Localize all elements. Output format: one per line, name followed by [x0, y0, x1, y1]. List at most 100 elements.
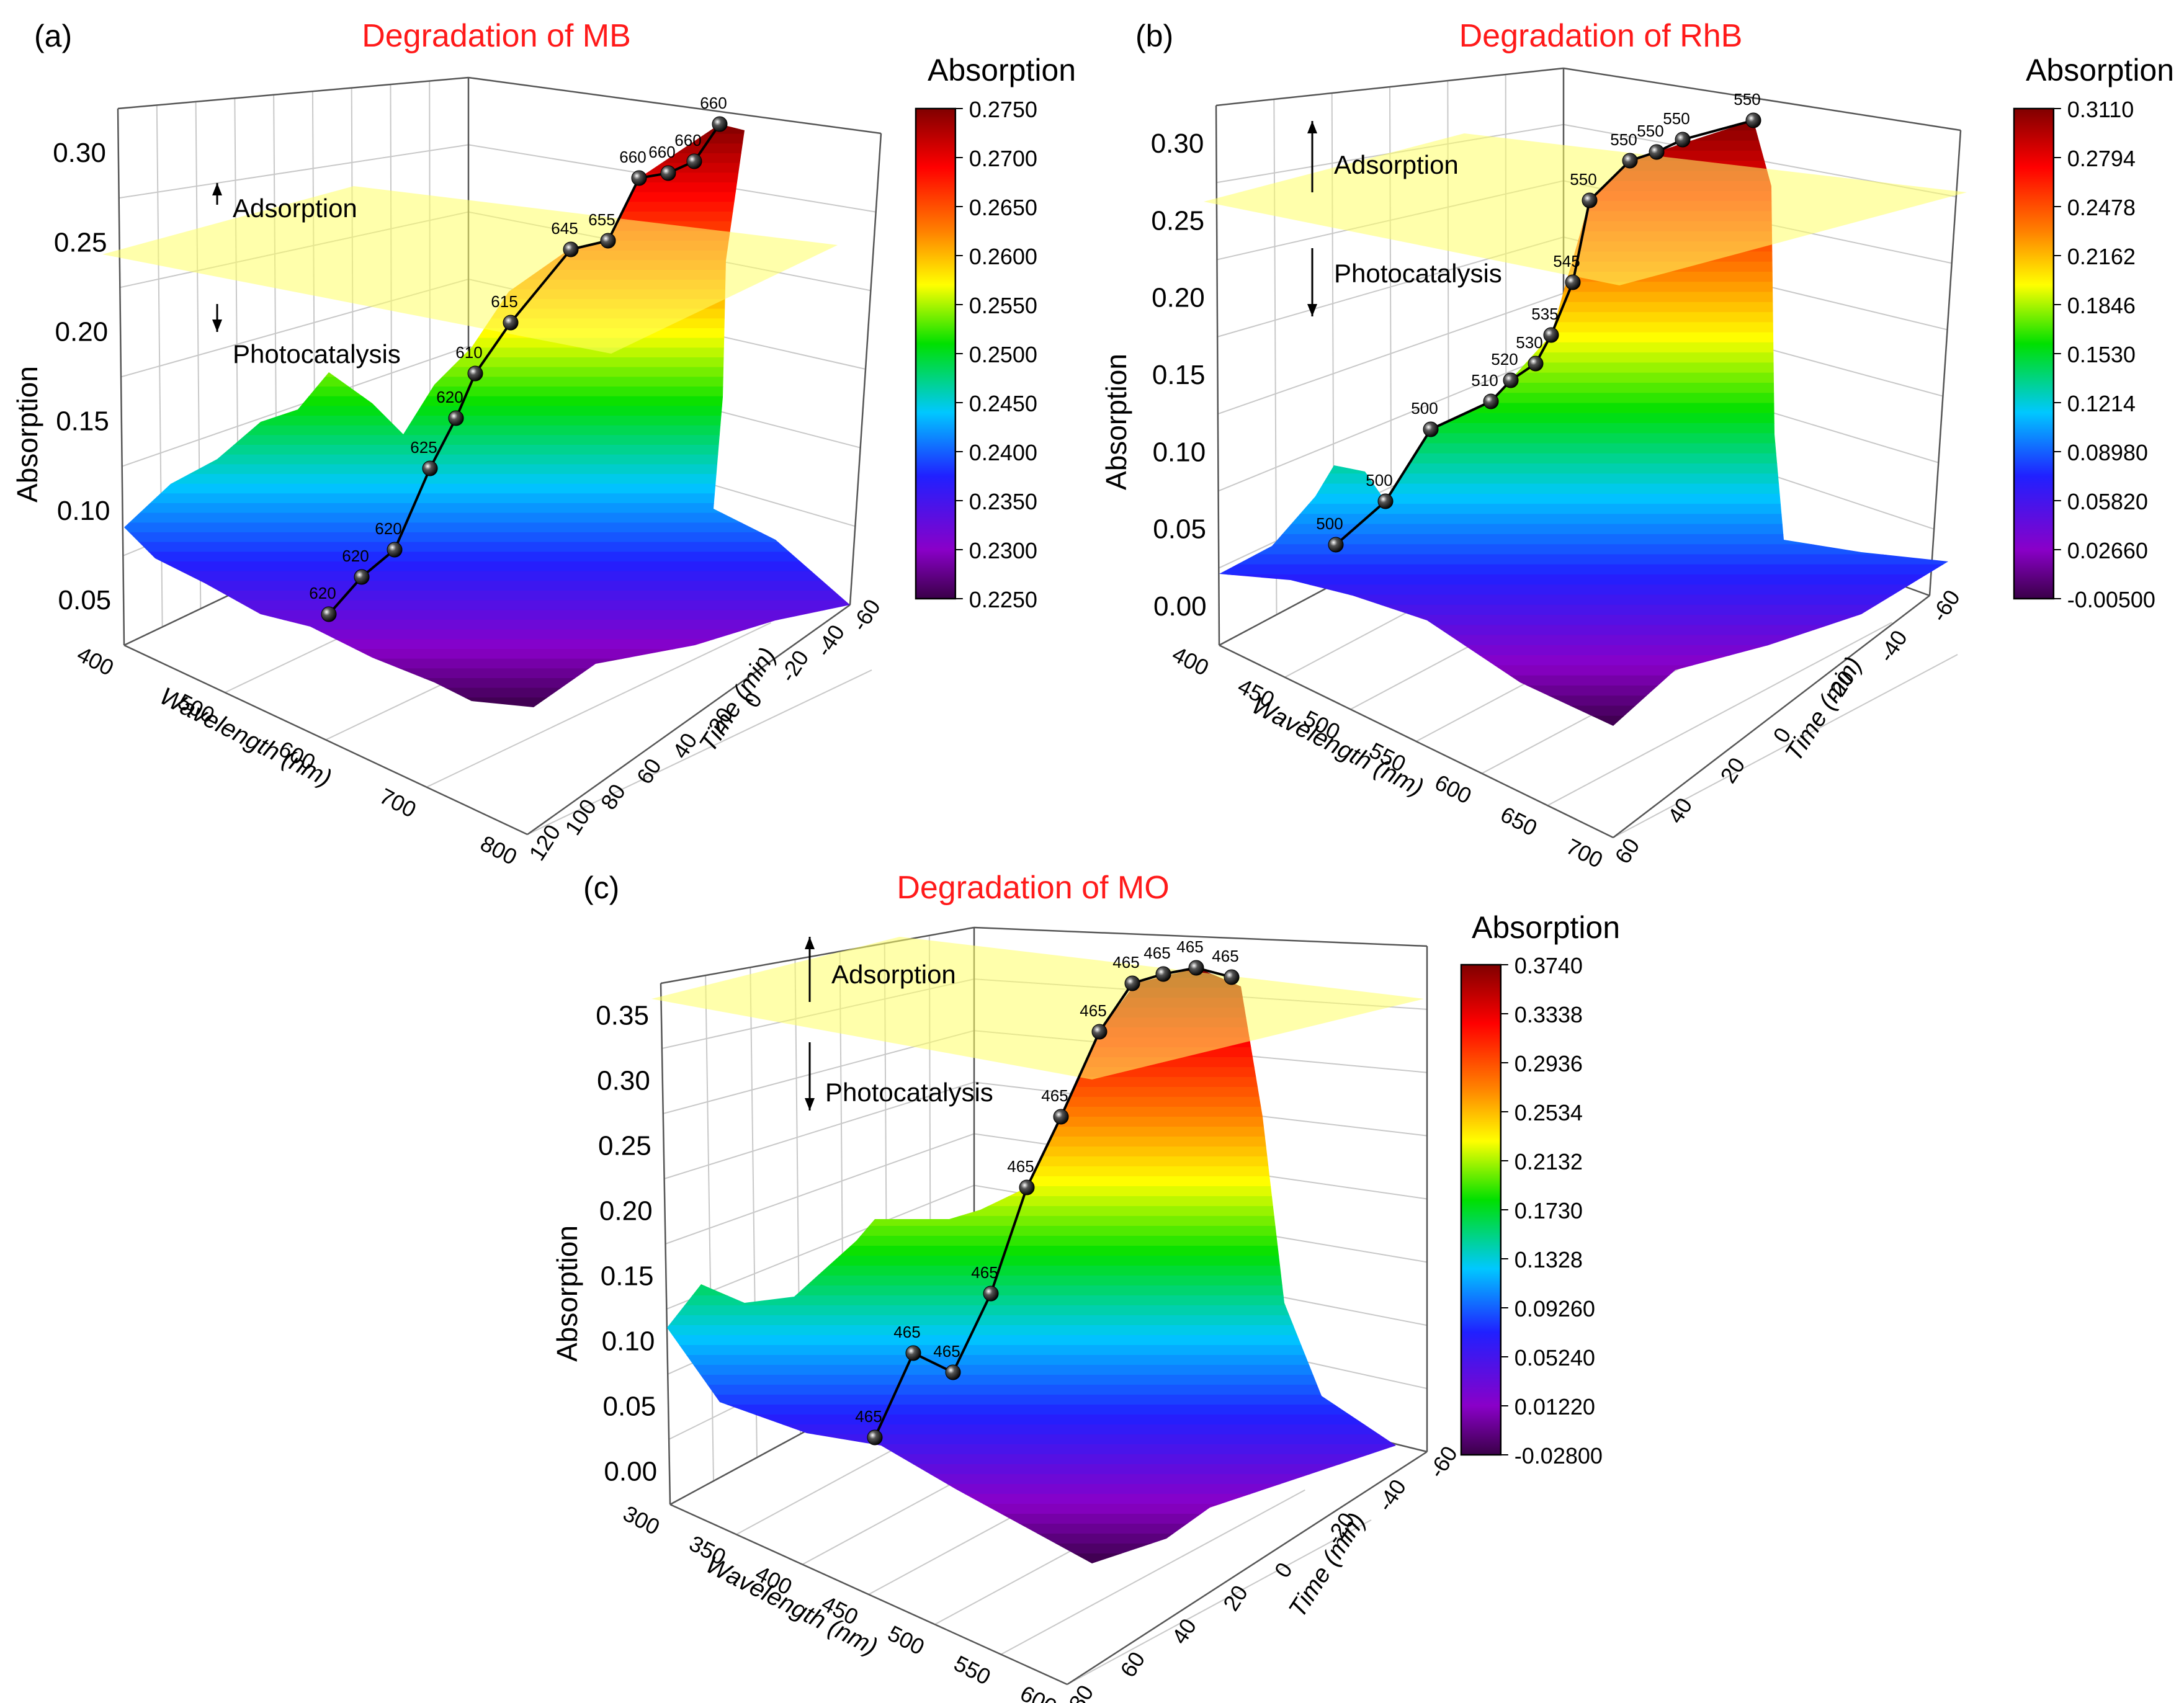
surface-band — [667, 1107, 1396, 1117]
surface-band — [124, 124, 850, 135]
surface-band — [1219, 574, 1948, 586]
y-tick-label: -40 — [1372, 1475, 1411, 1516]
colorbar-title: Absorption — [2026, 53, 2174, 87]
surface-band — [124, 454, 850, 465]
colorbar-tick-label: -0.00500 — [2067, 587, 2155, 612]
surface-band — [1219, 322, 1948, 333]
surface-band — [667, 1256, 1396, 1266]
surface-band — [1219, 504, 1948, 515]
z-tick-label: 0.20 — [55, 316, 109, 347]
peak-point — [1328, 537, 1344, 553]
y-tick-label: -60 — [1926, 585, 1965, 626]
surface-band — [667, 1355, 1396, 1366]
colorbar-tick-label: 0.2500 — [969, 342, 1037, 367]
axis-edge — [117, 108, 125, 646]
surface-band — [124, 697, 850, 707]
z-tick-label: 0.30 — [1151, 128, 1204, 159]
peak-wavelength-label: 655 — [588, 210, 615, 229]
peak-wavelength-label: 660 — [700, 94, 727, 112]
colorbar-tick-label: 0.1530 — [2067, 342, 2136, 367]
surface-band — [124, 687, 850, 699]
surface-band — [124, 163, 850, 174]
x-tick-label: 700 — [1562, 833, 1607, 873]
peak-point — [1745, 112, 1761, 128]
colorbar-tick-label: 0.2132 — [1515, 1149, 1583, 1174]
adsorption-plane — [1204, 133, 1967, 285]
z-tick-label: 0.05 — [603, 1392, 656, 1422]
peak-wavelength-label: 465 — [855, 1407, 882, 1426]
axis-edge — [468, 76, 882, 135]
surface-band — [1219, 483, 1948, 494]
surface-band — [667, 1504, 1396, 1514]
surface-band — [124, 464, 850, 475]
surface-band — [667, 1544, 1396, 1554]
peak-wavelength-label: 620 — [342, 547, 369, 565]
surface-band — [667, 1305, 1396, 1316]
peak-point — [686, 153, 702, 169]
axis-edge — [1219, 644, 1614, 839]
colorbar-tick-label: 0.2478 — [2067, 195, 2136, 220]
peak-wavelength-label: 465 — [1041, 1086, 1068, 1105]
photocatalysis-arrow-head — [805, 1098, 815, 1111]
colorbar-tick-label: 0.2600 — [969, 244, 1037, 269]
surface-band — [667, 1534, 1396, 1544]
panel-label: (c) — [583, 870, 619, 905]
colorbar-tick-label: 0.01220 — [1515, 1394, 1595, 1419]
peak-wavelength-label: 550 — [1734, 90, 1760, 109]
adsorption-arrow-head — [805, 937, 815, 949]
z-tick-label: 0.30 — [597, 1066, 650, 1096]
z-tick-label: 0.15 — [1152, 360, 1206, 390]
x-tick-label: 400 — [73, 641, 118, 681]
surface-band — [124, 532, 850, 543]
surface-band — [124, 600, 850, 611]
z-tick-label: 0.25 — [1151, 205, 1204, 236]
surface-band — [1219, 584, 1948, 596]
x-tick-label: 800 — [477, 830, 521, 870]
z-axis-label: Absorption — [1100, 354, 1132, 490]
z-axis-label: Absorption — [11, 366, 43, 503]
surface-band — [124, 571, 850, 582]
surface-band — [1219, 130, 1948, 141]
surface-band — [667, 1236, 1396, 1246]
surface-band — [667, 1186, 1396, 1197]
peak-wavelength-label: 620 — [436, 388, 463, 406]
peak-point — [905, 1345, 921, 1361]
y-tick-label: -60 — [846, 594, 885, 635]
photocatalysis-label: Photocatalysis — [825, 1078, 993, 1107]
colorbar-tick-label: 0.1730 — [1515, 1198, 1583, 1223]
surface-band — [124, 308, 850, 320]
peak-wavelength-label: 465 — [1143, 944, 1170, 962]
peak-point — [1423, 421, 1439, 437]
adsorption-label: Adsorption — [1334, 150, 1459, 179]
axis-edge — [1215, 105, 1220, 646]
peak-wavelength-label: 500 — [1366, 471, 1392, 489]
colorbar-tick-label: 0.2550 — [969, 293, 1037, 318]
axis-edge — [1613, 595, 1930, 838]
x-tick-label: 700 — [375, 783, 420, 823]
x-tick-label: 600 — [1431, 769, 1475, 809]
peak-wavelength-label: 465 — [1176, 937, 1203, 956]
z-tick-label: 0.10 — [602, 1326, 655, 1357]
surface-band — [1219, 705, 1948, 717]
peak-wavelength-label: 465 — [1112, 953, 1139, 972]
surface-band — [124, 435, 850, 445]
surface-band — [124, 493, 850, 504]
z-axis-label: Absorption — [551, 1225, 583, 1362]
surface-band — [667, 1315, 1396, 1326]
z-tick-label: 0.05 — [1153, 514, 1206, 545]
peak-point — [712, 116, 728, 132]
surface-band — [124, 143, 850, 154]
colorbar-tick-label: 0.2750 — [969, 97, 1037, 122]
peak-point — [1503, 372, 1519, 388]
colorbar-tick-label: 0.2300 — [969, 538, 1037, 563]
peak-wavelength-label: 550 — [1610, 130, 1637, 149]
z-tick-label: 0.00 — [604, 1457, 657, 1487]
chart-panel-a: (a) Degradation of MB Adsorption Photocatal… — [11, 18, 1076, 870]
surface-band — [1219, 695, 1948, 707]
surface-band — [124, 328, 850, 339]
y-tick-label: -40 — [1873, 625, 1912, 666]
colorbar-title: Absorption — [928, 53, 1076, 87]
peak-point — [631, 170, 647, 186]
colorbar-tick-label: 0.2936 — [1515, 1051, 1583, 1076]
